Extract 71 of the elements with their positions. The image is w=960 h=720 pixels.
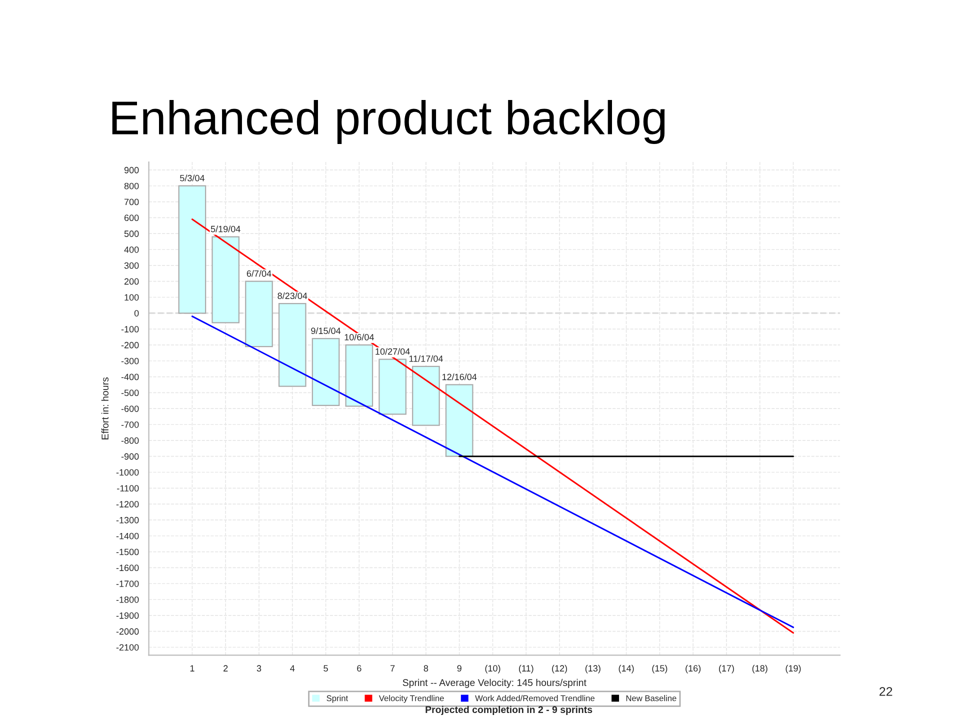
x-tick-label: 9: [457, 665, 462, 672]
x-axis-title: Sprint -- Average Velocity: 145 hours/sprint: [402, 678, 586, 688]
y-tick-label: -2100: [116, 644, 139, 651]
x-tick-label: 1: [190, 665, 194, 672]
y-tick-label: -1700: [116, 580, 139, 587]
data-label: 10/27/04: [376, 348, 410, 355]
x-tick-label: 3: [256, 665, 262, 672]
y-tick-label: -200: [121, 342, 139, 348]
y-tick-label: -1600: [116, 564, 139, 572]
x-tick-label: 6: [357, 665, 362, 672]
y-tick-label: -1400: [116, 532, 139, 540]
y-tick-label: -100: [121, 326, 139, 332]
x-tick-label: (19): [786, 664, 801, 674]
y-tick-label: 800: [124, 182, 139, 190]
y-axis-title: Effort in: hours: [101, 377, 109, 440]
y-tick-label: 0: [134, 310, 139, 316]
chart-title: Enhanced product backlog: [112, 100, 665, 144]
y-tick-label: -800: [121, 437, 139, 444]
bar: [178, 185, 206, 314]
data-label: 10/6/04: [344, 334, 374, 340]
y-tick-label: -700: [121, 421, 139, 428]
x-tick-label: (16): [686, 664, 701, 674]
y-tick-label: 400: [124, 246, 139, 253]
text: Projected completion in 2 - 9 sprints: [426, 706, 592, 715]
y-tick-label: 700: [124, 198, 139, 206]
x-tick-label: (18): [752, 664, 768, 674]
x-tick-label: (14): [618, 664, 634, 674]
bar: [278, 303, 306, 387]
legend-label: Velocity Trendline: [378, 695, 444, 703]
x-tick-label: (12): [552, 664, 567, 674]
y-tick-label: -300: [121, 358, 139, 364]
data-label: 8/23/04: [278, 292, 308, 300]
y-tick-label: 200: [124, 278, 139, 285]
y-tick-label: -1200: [116, 501, 139, 508]
data-label: 11/17/04: [409, 355, 443, 362]
y-tick-label: -1100: [117, 485, 139, 492]
y-tick-label: 900: [124, 166, 139, 174]
y-tick-label: -1000: [116, 469, 139, 476]
legend-label: Sprint: [326, 695, 348, 703]
y-tick-label: 100: [124, 294, 139, 301]
y-tick-label: -2000: [116, 628, 139, 635]
text: 22: [880, 687, 892, 696]
y-tick-label: 500: [124, 230, 139, 237]
data-label: 5/3/04: [180, 174, 204, 182]
data-label: 5/19/04: [210, 226, 240, 232]
data-label: 6/7/04: [246, 270, 272, 277]
x-tick-label: 5: [324, 665, 328, 672]
y-tick-label: -1900: [116, 612, 139, 619]
x-tick-label: 7: [390, 665, 395, 672]
y-tick-label: 300: [124, 262, 139, 269]
x-tick-label: (10): [485, 664, 500, 674]
y-tick-label: -1500: [116, 548, 139, 556]
x-tick-label: (17): [719, 664, 734, 674]
x-tick-label: 8: [424, 665, 428, 672]
y-tick-label: 600: [124, 214, 139, 222]
data-label: 9/15/04: [311, 327, 341, 334]
x-tick-label: (13): [585, 664, 600, 674]
y-tick-label: -400: [121, 374, 139, 380]
legend-label: Work Added/Removed Trendline: [475, 695, 595, 702]
x-tick-label: (11): [518, 664, 534, 674]
y-tick-label: -1800: [116, 596, 139, 603]
bar: [412, 366, 440, 426]
legend-label: New Baseline: [626, 695, 676, 702]
y-tick-label: -1300: [116, 516, 139, 524]
data-label: 12/16/04: [442, 374, 477, 380]
y-tick-label: -500: [121, 390, 139, 396]
x-tick-label: 2: [224, 665, 228, 672]
x-tick-label: 4: [290, 665, 295, 672]
x-tick-label: (15): [652, 664, 668, 674]
y-tick-label: -600: [121, 406, 139, 412]
y-tick-label: -900: [121, 453, 139, 460]
